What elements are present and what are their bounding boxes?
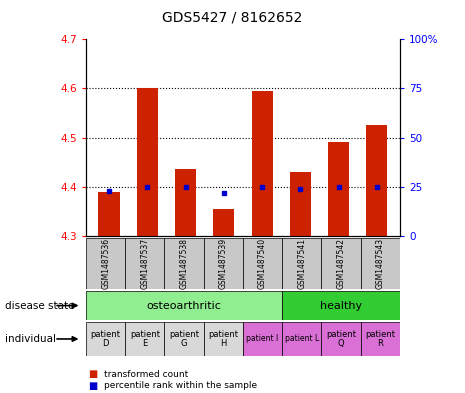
Text: patient
D: patient D xyxy=(91,330,120,348)
Text: GSM1487540: GSM1487540 xyxy=(258,238,267,289)
Text: patient
G: patient G xyxy=(169,330,199,348)
Bar xyxy=(321,322,361,356)
Bar xyxy=(282,322,321,356)
Text: GSM1487541: GSM1487541 xyxy=(297,238,306,289)
Bar xyxy=(282,291,400,320)
Bar xyxy=(99,192,120,236)
Bar xyxy=(243,322,282,356)
Text: individual: individual xyxy=(5,334,56,344)
Bar xyxy=(328,142,349,236)
Bar xyxy=(125,322,165,356)
Bar xyxy=(290,172,311,236)
Bar xyxy=(165,238,204,289)
Bar xyxy=(86,322,125,356)
Bar xyxy=(137,88,158,236)
Bar xyxy=(213,209,234,236)
Text: patient
Q: patient Q xyxy=(326,330,356,348)
Text: percentile rank within the sample: percentile rank within the sample xyxy=(104,382,257,390)
Text: disease state: disease state xyxy=(5,301,74,310)
Bar xyxy=(243,238,282,289)
Text: osteoarthritic: osteoarthritic xyxy=(146,301,221,310)
Bar xyxy=(361,238,400,289)
Bar xyxy=(175,169,196,236)
Bar xyxy=(86,238,125,289)
Text: GSM1487537: GSM1487537 xyxy=(140,238,149,289)
Text: healthy: healthy xyxy=(320,301,362,310)
Bar xyxy=(165,322,204,356)
Bar xyxy=(361,322,400,356)
Text: patient
H: patient H xyxy=(208,330,239,348)
Bar xyxy=(321,238,361,289)
Bar xyxy=(204,322,243,356)
Bar xyxy=(366,125,387,236)
Text: patient
E: patient E xyxy=(130,330,160,348)
Text: GDS5427 / 8162652: GDS5427 / 8162652 xyxy=(162,11,303,25)
Text: ■: ■ xyxy=(88,369,98,379)
Text: patient L: patient L xyxy=(285,334,319,343)
Bar xyxy=(86,291,282,320)
Text: GSM1487543: GSM1487543 xyxy=(376,238,385,289)
Text: transformed count: transformed count xyxy=(104,370,188,378)
Text: GSM1487536: GSM1487536 xyxy=(101,238,110,289)
Text: patient I: patient I xyxy=(246,334,279,343)
Bar xyxy=(252,91,272,236)
Text: GSM1487542: GSM1487542 xyxy=(337,238,345,289)
Text: GSM1487538: GSM1487538 xyxy=(179,238,189,289)
Bar xyxy=(204,238,243,289)
Text: ■: ■ xyxy=(88,381,98,391)
Bar xyxy=(282,238,321,289)
Bar xyxy=(125,238,165,289)
Text: patient
R: patient R xyxy=(365,330,395,348)
Text: GSM1487539: GSM1487539 xyxy=(219,238,228,289)
